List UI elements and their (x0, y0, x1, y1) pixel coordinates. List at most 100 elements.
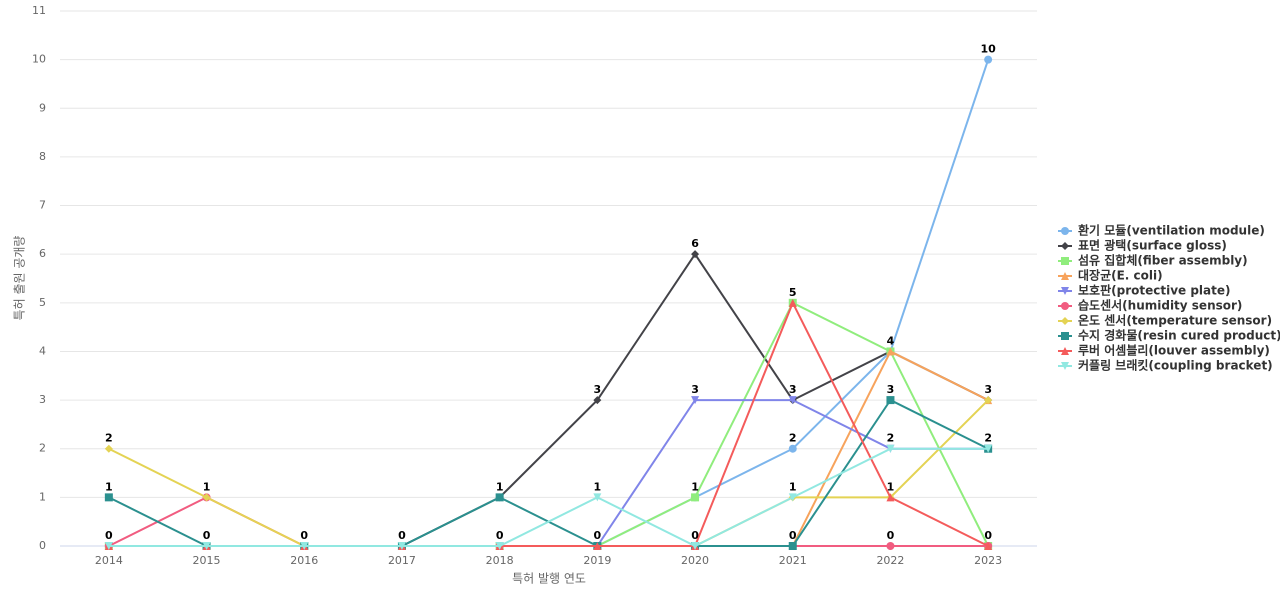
data-label: 3 (887, 383, 895, 396)
series (104, 396, 993, 550)
data-label: 3 (984, 383, 992, 396)
data-label: 0 (984, 529, 992, 542)
point (1061, 302, 1069, 310)
data-label: 0 (887, 529, 895, 542)
data-label: 0 (496, 529, 504, 542)
x-tick-label: 2014 (95, 554, 123, 567)
y-tick-label: 4 (39, 344, 46, 357)
point (984, 542, 993, 550)
y-tick-label: 11 (32, 4, 46, 17)
y-tick-label: 9 (39, 101, 46, 114)
point (1061, 227, 1069, 235)
point (1061, 317, 1069, 325)
legend-label: 습도센서(humidity sensor) (1078, 298, 1242, 313)
data-label: 1 (105, 480, 113, 493)
point (202, 493, 211, 502)
data-label: 3 (594, 383, 602, 396)
series-line (108, 398, 989, 547)
point (593, 493, 602, 502)
y-tick-label: 10 (32, 53, 46, 66)
data-label: 0 (203, 529, 211, 542)
y-tick-label: 7 (39, 199, 46, 212)
point (691, 250, 700, 259)
data-label: 2 (105, 432, 113, 445)
data-label: 1 (496, 480, 504, 493)
y-axis-title: 특허 출원 공개량 (13, 236, 27, 321)
series-line (108, 301, 990, 547)
series (104, 444, 993, 550)
series-line (108, 399, 989, 547)
x-tick-label: 2016 (290, 554, 318, 567)
y-tick-label: 5 (39, 296, 46, 309)
legend-label: 환기 모듈(ventilation module) (1078, 223, 1265, 238)
data-label: 1 (594, 480, 602, 493)
x-tick-label: 2022 (876, 554, 904, 567)
point (495, 493, 504, 502)
point (691, 396, 700, 405)
y-tick-label: 0 (39, 539, 46, 552)
data-label: 0 (105, 529, 113, 542)
point (886, 444, 895, 453)
data-label: 1 (789, 480, 797, 493)
data-label: 1 (203, 480, 211, 493)
point (593, 542, 602, 550)
point (788, 396, 797, 405)
series (104, 396, 993, 550)
point (300, 542, 309, 550)
x-tick-label: 2019 (583, 554, 611, 567)
point (1061, 347, 1069, 355)
x-tick-label: 2020 (681, 554, 709, 567)
data-label: 5 (789, 286, 797, 299)
x-tick-label: 2018 (486, 554, 514, 567)
data-label: 0 (691, 529, 699, 542)
data-label: 0 (398, 529, 406, 542)
data-label: 10 (980, 43, 996, 56)
x-tick-label: 2017 (388, 554, 416, 567)
point (788, 298, 797, 307)
point (1061, 242, 1069, 250)
y-tick-label: 1 (39, 490, 46, 503)
legend-label: 루버 어셈블리(louver assembly) (1078, 343, 1270, 358)
point (104, 493, 113, 502)
legend-label: 대장균(E. coli) (1078, 269, 1163, 283)
point (691, 493, 700, 502)
data-label: 1 (691, 480, 699, 493)
y-tick-label: 3 (39, 393, 46, 406)
point (886, 542, 895, 550)
point (1061, 287, 1069, 295)
point (984, 396, 993, 405)
x-tick-label: 2023 (974, 554, 1002, 567)
series-line (108, 447, 989, 548)
y-tick-label: 8 (39, 150, 46, 163)
point (788, 542, 797, 550)
x-tick-label: 2021 (779, 554, 807, 567)
legend-label: 커플링 브래킷(coupling bracket) (1078, 358, 1273, 373)
x-tick-label: 2015 (193, 554, 221, 567)
series-line (108, 399, 989, 547)
series-line (108, 300, 989, 547)
point (691, 542, 700, 550)
x-axis-title: 특허 발행 연도 (512, 571, 586, 586)
data-label: 2 (887, 432, 895, 445)
legend-label: 보호판(protective plate) (1078, 283, 1231, 298)
y-tick-label: 6 (39, 247, 46, 260)
point (1061, 272, 1069, 280)
y-tick-label: 2 (39, 442, 46, 455)
point (104, 542, 113, 550)
point (788, 444, 797, 453)
data-label: 1 (887, 480, 895, 493)
point (495, 542, 504, 550)
data-label: 3 (691, 383, 699, 396)
series (104, 396, 993, 550)
data-label: 6 (691, 237, 699, 250)
legend-label: 수지 경화물(resin cured product) (1078, 328, 1280, 343)
point (202, 542, 211, 550)
point (104, 444, 113, 453)
data-label: 2 (789, 432, 797, 445)
data-label: 4 (887, 334, 895, 347)
point (1061, 257, 1069, 265)
data-label: 0 (789, 529, 797, 542)
data-label: 0 (594, 529, 602, 542)
point (886, 396, 895, 405)
